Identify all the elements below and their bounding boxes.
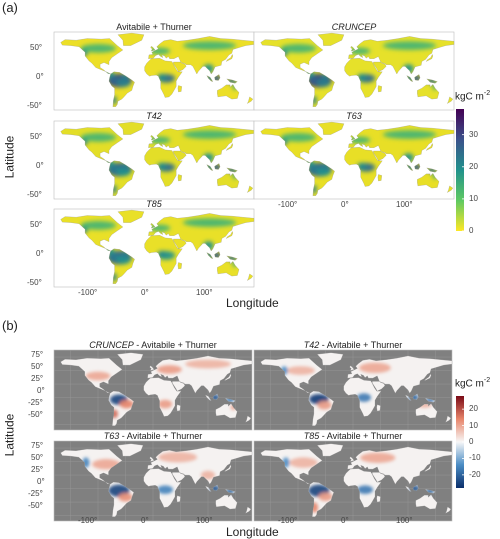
ylabel-a: Latitude — [2, 135, 17, 179]
map-t85-diff — [253, 440, 453, 522]
map-t63 — [253, 120, 455, 200]
ytick-b2-75: 75° — [31, 441, 44, 450]
colorbar-tick-label: 20 — [469, 161, 478, 171]
xlabel-a: Longitude — [226, 296, 279, 310]
map-cruncep-diff — [53, 349, 253, 431]
ytick-a2-0: 0° — [36, 161, 44, 170]
ytick-b0-m50: -50° — [28, 410, 43, 419]
colorbar-tick-label: 0 — [469, 226, 474, 235]
map-title-avitabile: Avitabile + Thurner — [116, 22, 192, 32]
ytick-b0-m25: -25° — [28, 398, 43, 407]
colorbar-tick-label: 0 — [469, 437, 474, 446]
xtick-b-left-m100: -100° — [78, 516, 98, 525]
map-title-t42-diff: T42 - Avitabile + Thurner — [303, 340, 403, 350]
ytick-b2-50: 50° — [31, 453, 44, 462]
map-title-t85-diff: T85 - Avitabile + Thurner — [303, 431, 403, 441]
ytick-b0-50: 50° — [31, 362, 44, 371]
panel-b-label: (b) — [2, 318, 18, 333]
colorbar-tick-label: 20 — [469, 404, 478, 414]
map-title-t63: T63 — [346, 111, 362, 121]
map-t85 — [53, 208, 255, 288]
map-title-cruncep: CRUNCEP — [331, 22, 377, 32]
panel-a-label: (a) — [2, 0, 18, 15]
xtick-b-right-m100: -100° — [278, 516, 298, 525]
ytick-a0-m50: -50° — [27, 101, 42, 110]
colorbar-tick-label: 10 — [469, 420, 478, 430]
xtick-a-left-100: 100° — [196, 288, 213, 297]
colorbar-tick-label: -20 — [469, 469, 481, 479]
colorbar-a — [456, 109, 464, 232]
map-title-t63-diff: T63 - Avitabile + Thurner — [103, 431, 203, 441]
map-t42 — [53, 120, 255, 200]
colorbar-tick-label: -10 — [469, 453, 481, 463]
ytick-b2-m50: -50° — [28, 501, 43, 510]
map-avitabile-thurner — [53, 31, 255, 111]
ytick-a0-50: 50° — [30, 43, 43, 52]
xtick-a-left-m100: -100° — [78, 288, 98, 297]
colorbar-a-title: kgC m-2 — [455, 90, 491, 103]
xtick-a-left-0: 0° — [141, 288, 149, 297]
map-cruncep — [253, 31, 455, 111]
xtick-a-right-m100: -100° — [278, 200, 298, 209]
ytick-a0-0: 0° — [36, 72, 44, 81]
xtick-b-left-100: 100° — [196, 516, 213, 525]
ytick-a2-m50: -50° — [27, 190, 42, 199]
xtick-b-right-100: 100° — [396, 516, 413, 525]
colorbar-b — [456, 396, 464, 488]
ytick-b2-25: 25° — [31, 465, 44, 474]
xtick-a-right-0: 0° — [341, 200, 349, 209]
xtick-b-left-0: 0° — [141, 516, 149, 525]
ytick-a2-50: 50° — [30, 132, 43, 141]
map-title-cruncep-diff: CRUNCEP - Avitabile + Thurner — [89, 340, 217, 350]
ytick-b0-25: 25° — [31, 374, 44, 383]
ytick-b2-0: 0° — [37, 477, 45, 486]
map-t63-diff — [53, 440, 253, 522]
xlabel-b: Longitude — [226, 525, 279, 539]
colorbar-tick-label: 10 — [469, 193, 478, 203]
map-title-t85: T85 — [146, 199, 162, 209]
ytick-b0-75: 75° — [31, 350, 44, 359]
colorbar-tick-label: 30 — [469, 129, 478, 139]
map-title-t42: T42 — [146, 111, 162, 121]
xtick-a-right-100: 100° — [396, 200, 413, 209]
ytick-b0-0: 0° — [37, 386, 45, 395]
ytick-a4-50: 50° — [30, 220, 43, 229]
map-t42-diff — [253, 349, 453, 431]
xtick-b-right-0: 0° — [341, 516, 349, 525]
ytick-a4-0: 0° — [36, 249, 44, 258]
ytick-a4-m50: -50° — [27, 278, 42, 287]
ytick-b2-m25: -25° — [28, 489, 43, 498]
ylabel-b: Latitude — [2, 413, 17, 457]
colorbar-b-title: kgC m-2 — [455, 377, 491, 390]
